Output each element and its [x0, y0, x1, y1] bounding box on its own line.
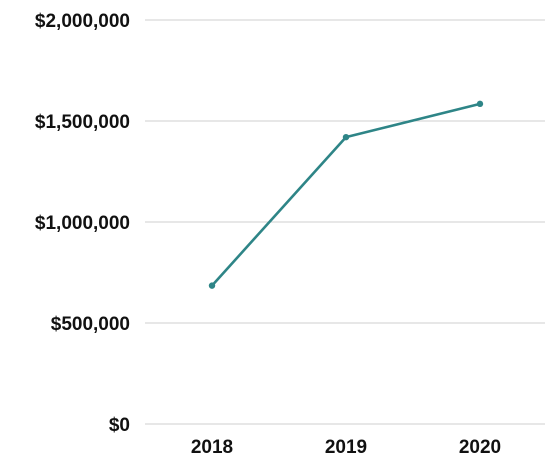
y-tick-label: $1,000,000 [35, 213, 130, 234]
data-point-2020[interactable] [476, 100, 484, 108]
data-point-2018[interactable] [208, 282, 216, 289]
y-tick-label: $500,000 [51, 314, 130, 335]
gridlines [145, 19, 545, 425]
y-axis-tick-labels: $0 $500,000 $1,000,000 $1,500,000 $2,000,000 [35, 11, 130, 436]
y-tick-label: $1,500,000 [35, 112, 130, 133]
data-point-2019[interactable] [342, 133, 350, 141]
series-layer [208, 100, 484, 289]
x-tick-label: 2019 [325, 437, 367, 457]
x-tick-label: 2020 [459, 437, 501, 457]
y-tick-label: $2,000,000 [35, 11, 130, 32]
x-tick-label: 2018 [191, 437, 233, 457]
series-line [210, 102, 482, 287]
y-tick-label: $0 [109, 415, 130, 436]
x-axis-tick-labels: 2018 2019 2020 [191, 437, 501, 457]
